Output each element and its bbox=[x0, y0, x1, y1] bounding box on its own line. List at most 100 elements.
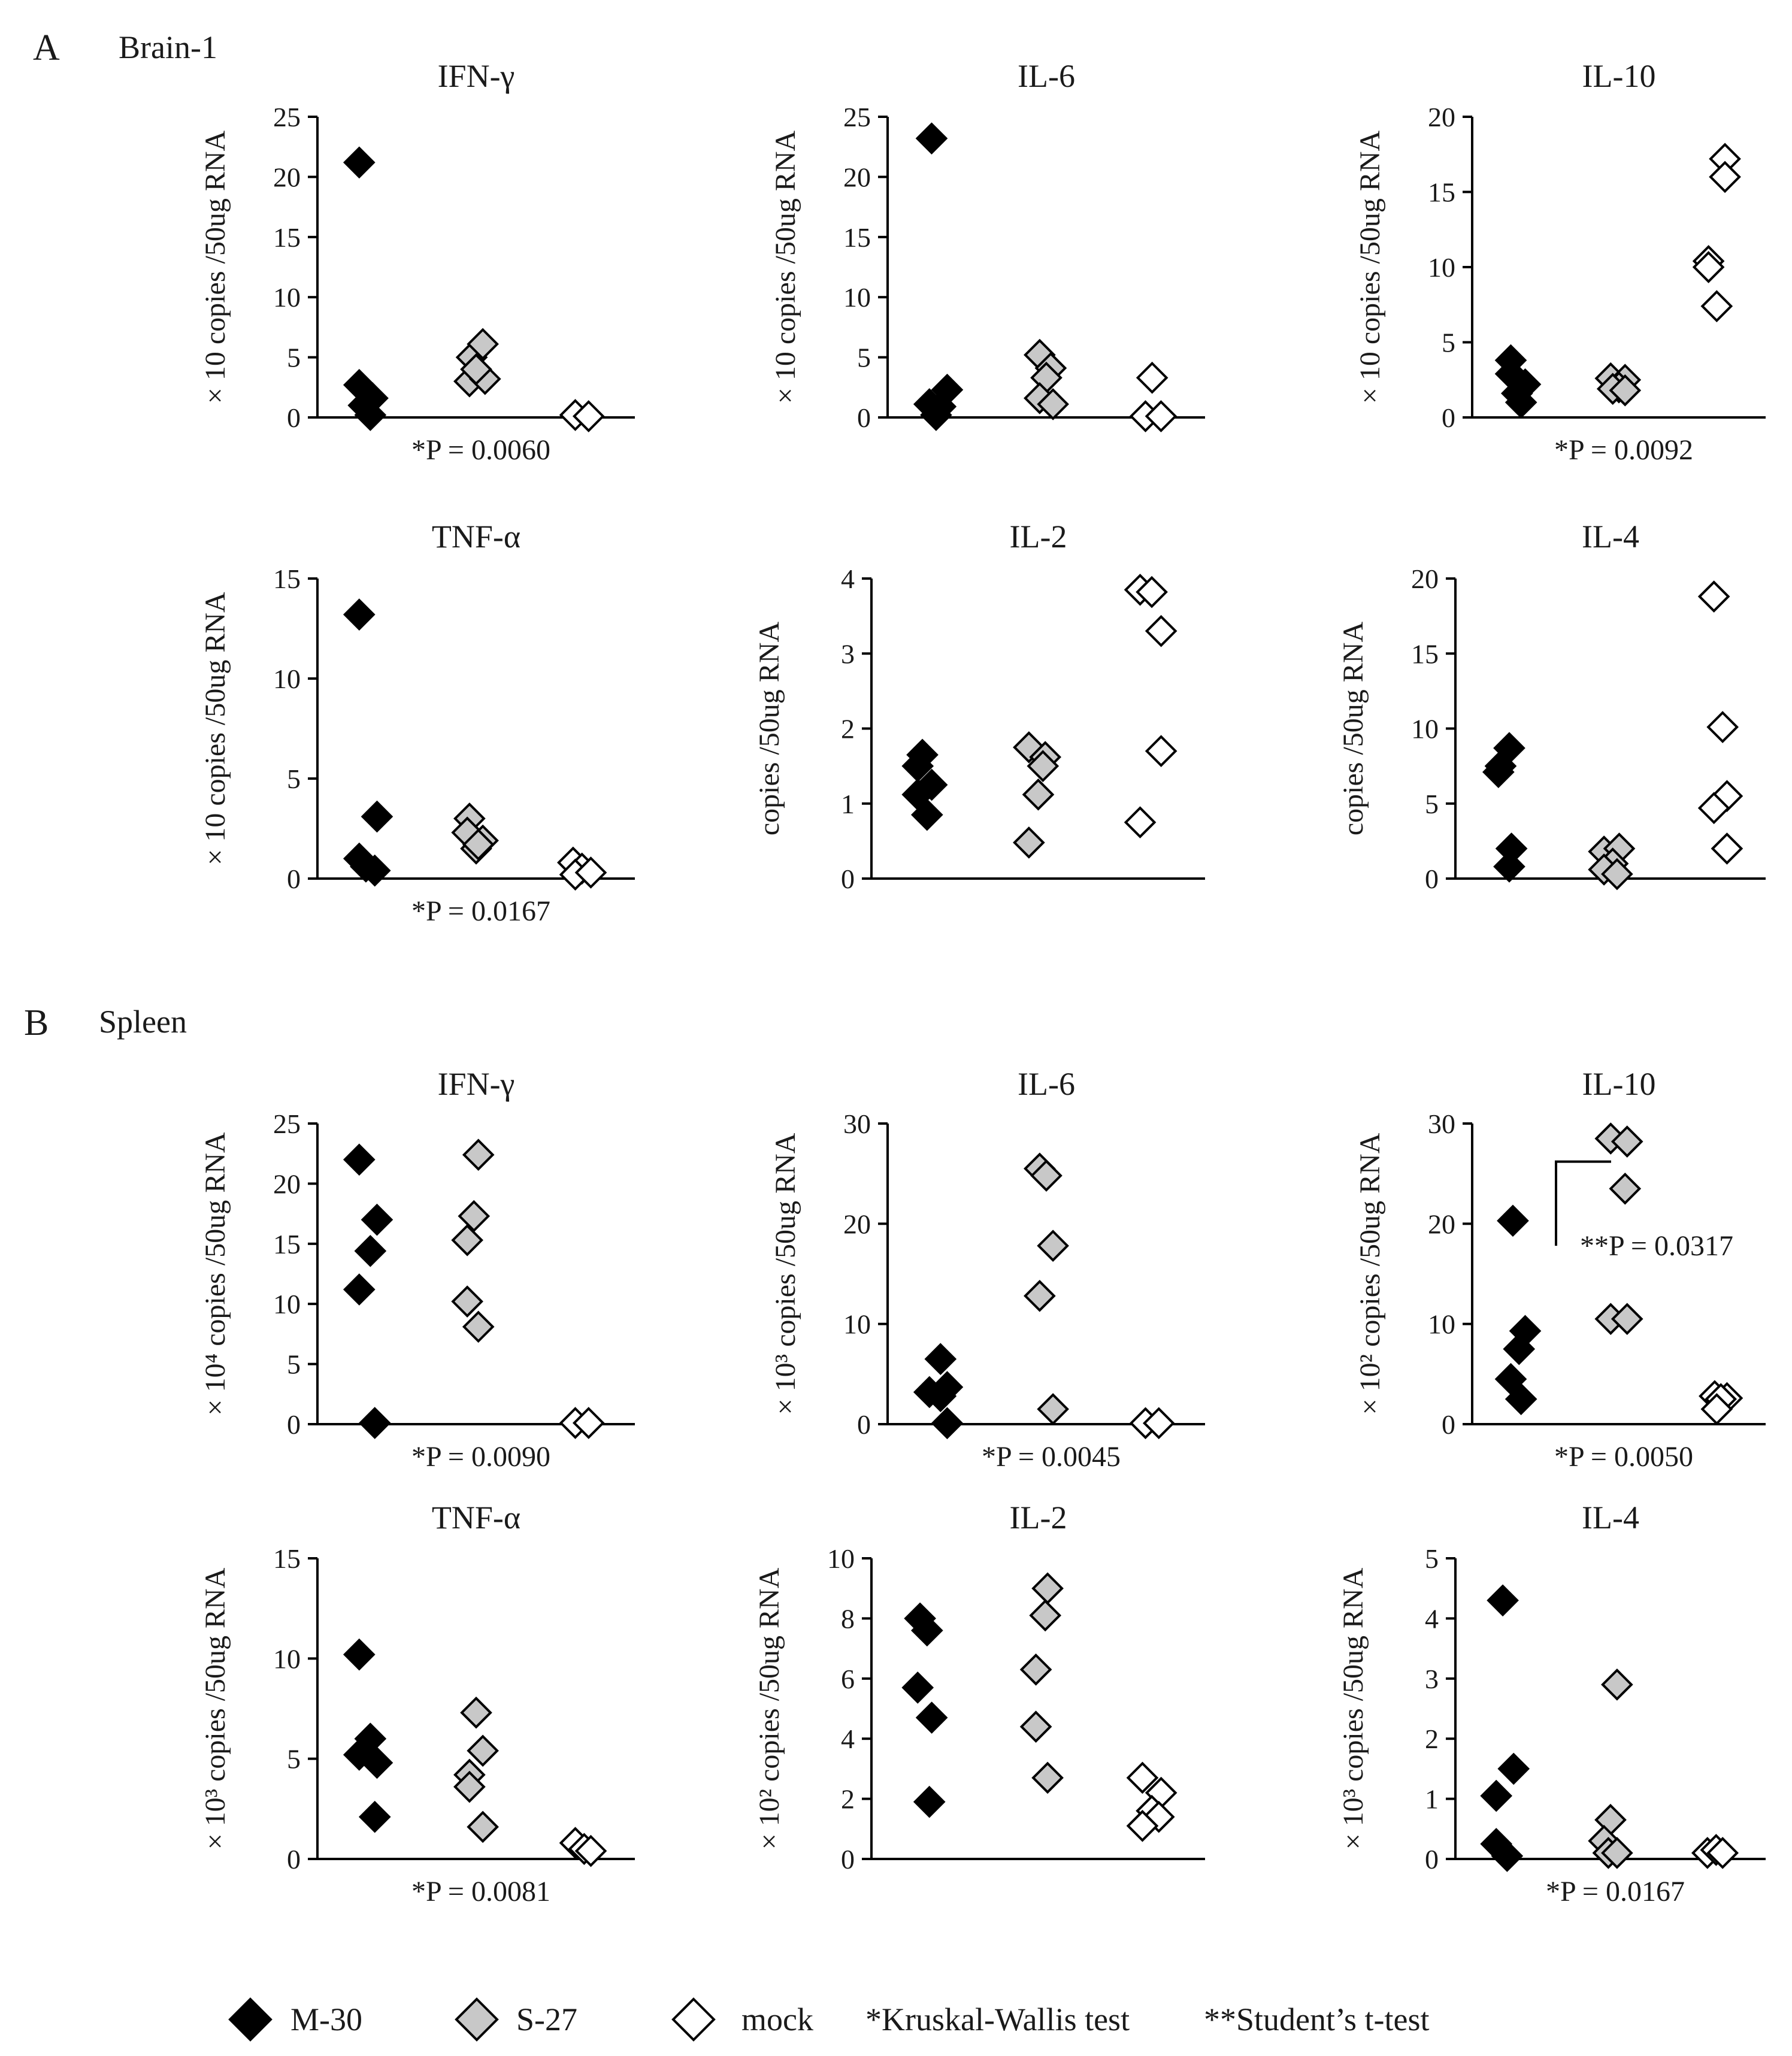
point-s-27 bbox=[1601, 1669, 1633, 1701]
y-tick-label: 0 bbox=[1425, 1844, 1439, 1875]
point-m-30 bbox=[354, 399, 387, 431]
point-s-27 bbox=[460, 353, 492, 386]
point-mock bbox=[1145, 614, 1177, 647]
point-s-27 bbox=[1611, 1303, 1643, 1336]
chart-title: IL-10 bbox=[1582, 58, 1656, 94]
point-m-30 bbox=[901, 1672, 934, 1704]
legend-label-m30: M-30 bbox=[290, 2002, 362, 2037]
y-tick-label: 20 bbox=[273, 1168, 301, 1199]
point-m-30 bbox=[1503, 1333, 1536, 1365]
y-tick-label: 0 bbox=[287, 864, 301, 894]
point-mock bbox=[1709, 161, 1741, 193]
y-tick-label: 0 bbox=[287, 1409, 301, 1440]
legend-item-mock: mock bbox=[671, 1997, 813, 2042]
point-mock bbox=[1142, 1407, 1175, 1440]
y-tick-label: 20 bbox=[1428, 102, 1455, 132]
y-tick-label: 10 bbox=[273, 1289, 301, 1319]
y-tick-label: 15 bbox=[273, 564, 301, 594]
y-tick-label: 0 bbox=[287, 402, 301, 433]
legend-marker-m30 bbox=[228, 1997, 273, 2042]
y-tick-label: 5 bbox=[1425, 789, 1439, 819]
legend-item-m30: M-30 bbox=[228, 1997, 362, 2042]
y-tick-label: 5 bbox=[287, 764, 301, 794]
point-s-27 bbox=[462, 1138, 495, 1171]
y-tick-label: 0 bbox=[841, 864, 855, 894]
point-m-30 bbox=[924, 1380, 957, 1412]
y-tick-label: 5 bbox=[857, 343, 871, 373]
chart-9: 0 10 20 30 IL-10 × 10² copies /50ug RNA *P = 0… bbox=[1354, 1066, 1766, 1473]
point-mock bbox=[1136, 361, 1169, 394]
point-m-30 bbox=[343, 1273, 376, 1306]
point-s-27 bbox=[458, 1200, 491, 1233]
point-s-27 bbox=[1601, 858, 1633, 891]
y-tick-label: 30 bbox=[843, 1109, 871, 1139]
y-tick-label: 10 bbox=[1411, 714, 1439, 744]
point-s-27 bbox=[462, 1310, 495, 1343]
point-mock bbox=[1700, 1393, 1733, 1425]
point-m-30 bbox=[911, 1614, 943, 1647]
p-value-label: *P = 0.0045 bbox=[982, 1441, 1121, 1473]
y-tick-label: 25 bbox=[273, 102, 301, 132]
y-tick-label: 1 bbox=[841, 789, 855, 819]
legend-marker-mock bbox=[671, 1997, 716, 2042]
y-tick-label: 4 bbox=[841, 1724, 855, 1754]
point-m-30 bbox=[1482, 756, 1515, 788]
y-tick-label: 5 bbox=[287, 1349, 301, 1380]
legend-note-kruskal: *Kruskal-Wallis test bbox=[865, 2002, 1130, 2037]
p-value-label: *P = 0.0092 bbox=[1554, 434, 1693, 466]
chart-12: 0 1 2 3 4 5 IL-4 × 10³ copies /50ug RNA *P = 0.0… bbox=[1337, 1500, 1766, 1907]
point-s-27 bbox=[1031, 1761, 1064, 1794]
point-m-30 bbox=[361, 1746, 393, 1779]
y-tick-label: 15 bbox=[843, 222, 871, 253]
chart-title: IL-2 bbox=[1010, 1500, 1067, 1536]
point-m-30 bbox=[1493, 850, 1525, 883]
p-value-label: *P = 0.0090 bbox=[411, 1441, 550, 1473]
point-s-27 bbox=[1019, 1653, 1052, 1686]
point-m-30 bbox=[1497, 1752, 1530, 1785]
point-m-30 bbox=[915, 1701, 948, 1734]
chart-7: 0 5 10 15 20 25 IFN-γ × 10⁴ copies /50ug RNA *P … bbox=[199, 1066, 635, 1473]
y-tick-label: 0 bbox=[287, 1844, 301, 1875]
point-m-30 bbox=[1497, 1204, 1529, 1237]
y-tick-label: 4 bbox=[841, 564, 855, 594]
y-tick-label: 8 bbox=[841, 1603, 855, 1634]
y-tick-label: 5 bbox=[287, 1744, 301, 1775]
point-s-27 bbox=[1030, 1159, 1063, 1192]
y-tick-label: 15 bbox=[1428, 177, 1455, 208]
y-tick-label: 10 bbox=[273, 282, 301, 313]
point-m-30 bbox=[1505, 1383, 1537, 1415]
point-s-27 bbox=[1037, 1393, 1069, 1425]
point-mock bbox=[1697, 580, 1730, 613]
legend-label-mock: mock bbox=[741, 2002, 813, 2037]
point-mock bbox=[1136, 576, 1168, 608]
point-mock bbox=[1711, 832, 1743, 865]
y-tick-label: 5 bbox=[1425, 1543, 1439, 1574]
point-m-30 bbox=[915, 122, 948, 155]
point-s-27 bbox=[462, 828, 495, 861]
y-tick-label: 5 bbox=[287, 343, 301, 373]
point-mock bbox=[572, 1407, 605, 1439]
point-mock bbox=[1124, 806, 1157, 838]
y-tick-label: 25 bbox=[273, 1109, 301, 1139]
significance-bracket bbox=[1555, 1160, 1611, 1246]
legend-marker-s27 bbox=[455, 1997, 499, 2042]
point-s-27 bbox=[451, 1285, 483, 1318]
y-tick-label: 15 bbox=[1411, 638, 1439, 669]
point-m-30 bbox=[358, 854, 391, 887]
point-m-30 bbox=[354, 1235, 387, 1267]
point-m-30 bbox=[1491, 1840, 1524, 1872]
point-s-27 bbox=[1013, 826, 1045, 859]
chart-4: 0 5 10 15 TNF-α × 10 copies /50ug RNA *P = 0.0… bbox=[199, 519, 635, 927]
p-value-label: *P = 0.0081 bbox=[411, 1876, 550, 1907]
y-tick-label: 10 bbox=[843, 1309, 871, 1340]
y-tick-label: 3 bbox=[841, 638, 855, 669]
point-s-27 bbox=[1031, 1572, 1064, 1605]
point-s-27 bbox=[1027, 750, 1060, 782]
point-m-30 bbox=[913, 1785, 946, 1818]
y-axis-label: × 10³ copies /50ug RNA bbox=[770, 1133, 801, 1415]
point-mock bbox=[572, 400, 605, 432]
y-tick-label: 3 bbox=[1425, 1664, 1439, 1694]
point-mock bbox=[574, 1834, 607, 1867]
legend-item-s27: S-27 bbox=[455, 1997, 577, 2042]
y-tick-label: 20 bbox=[273, 162, 301, 192]
